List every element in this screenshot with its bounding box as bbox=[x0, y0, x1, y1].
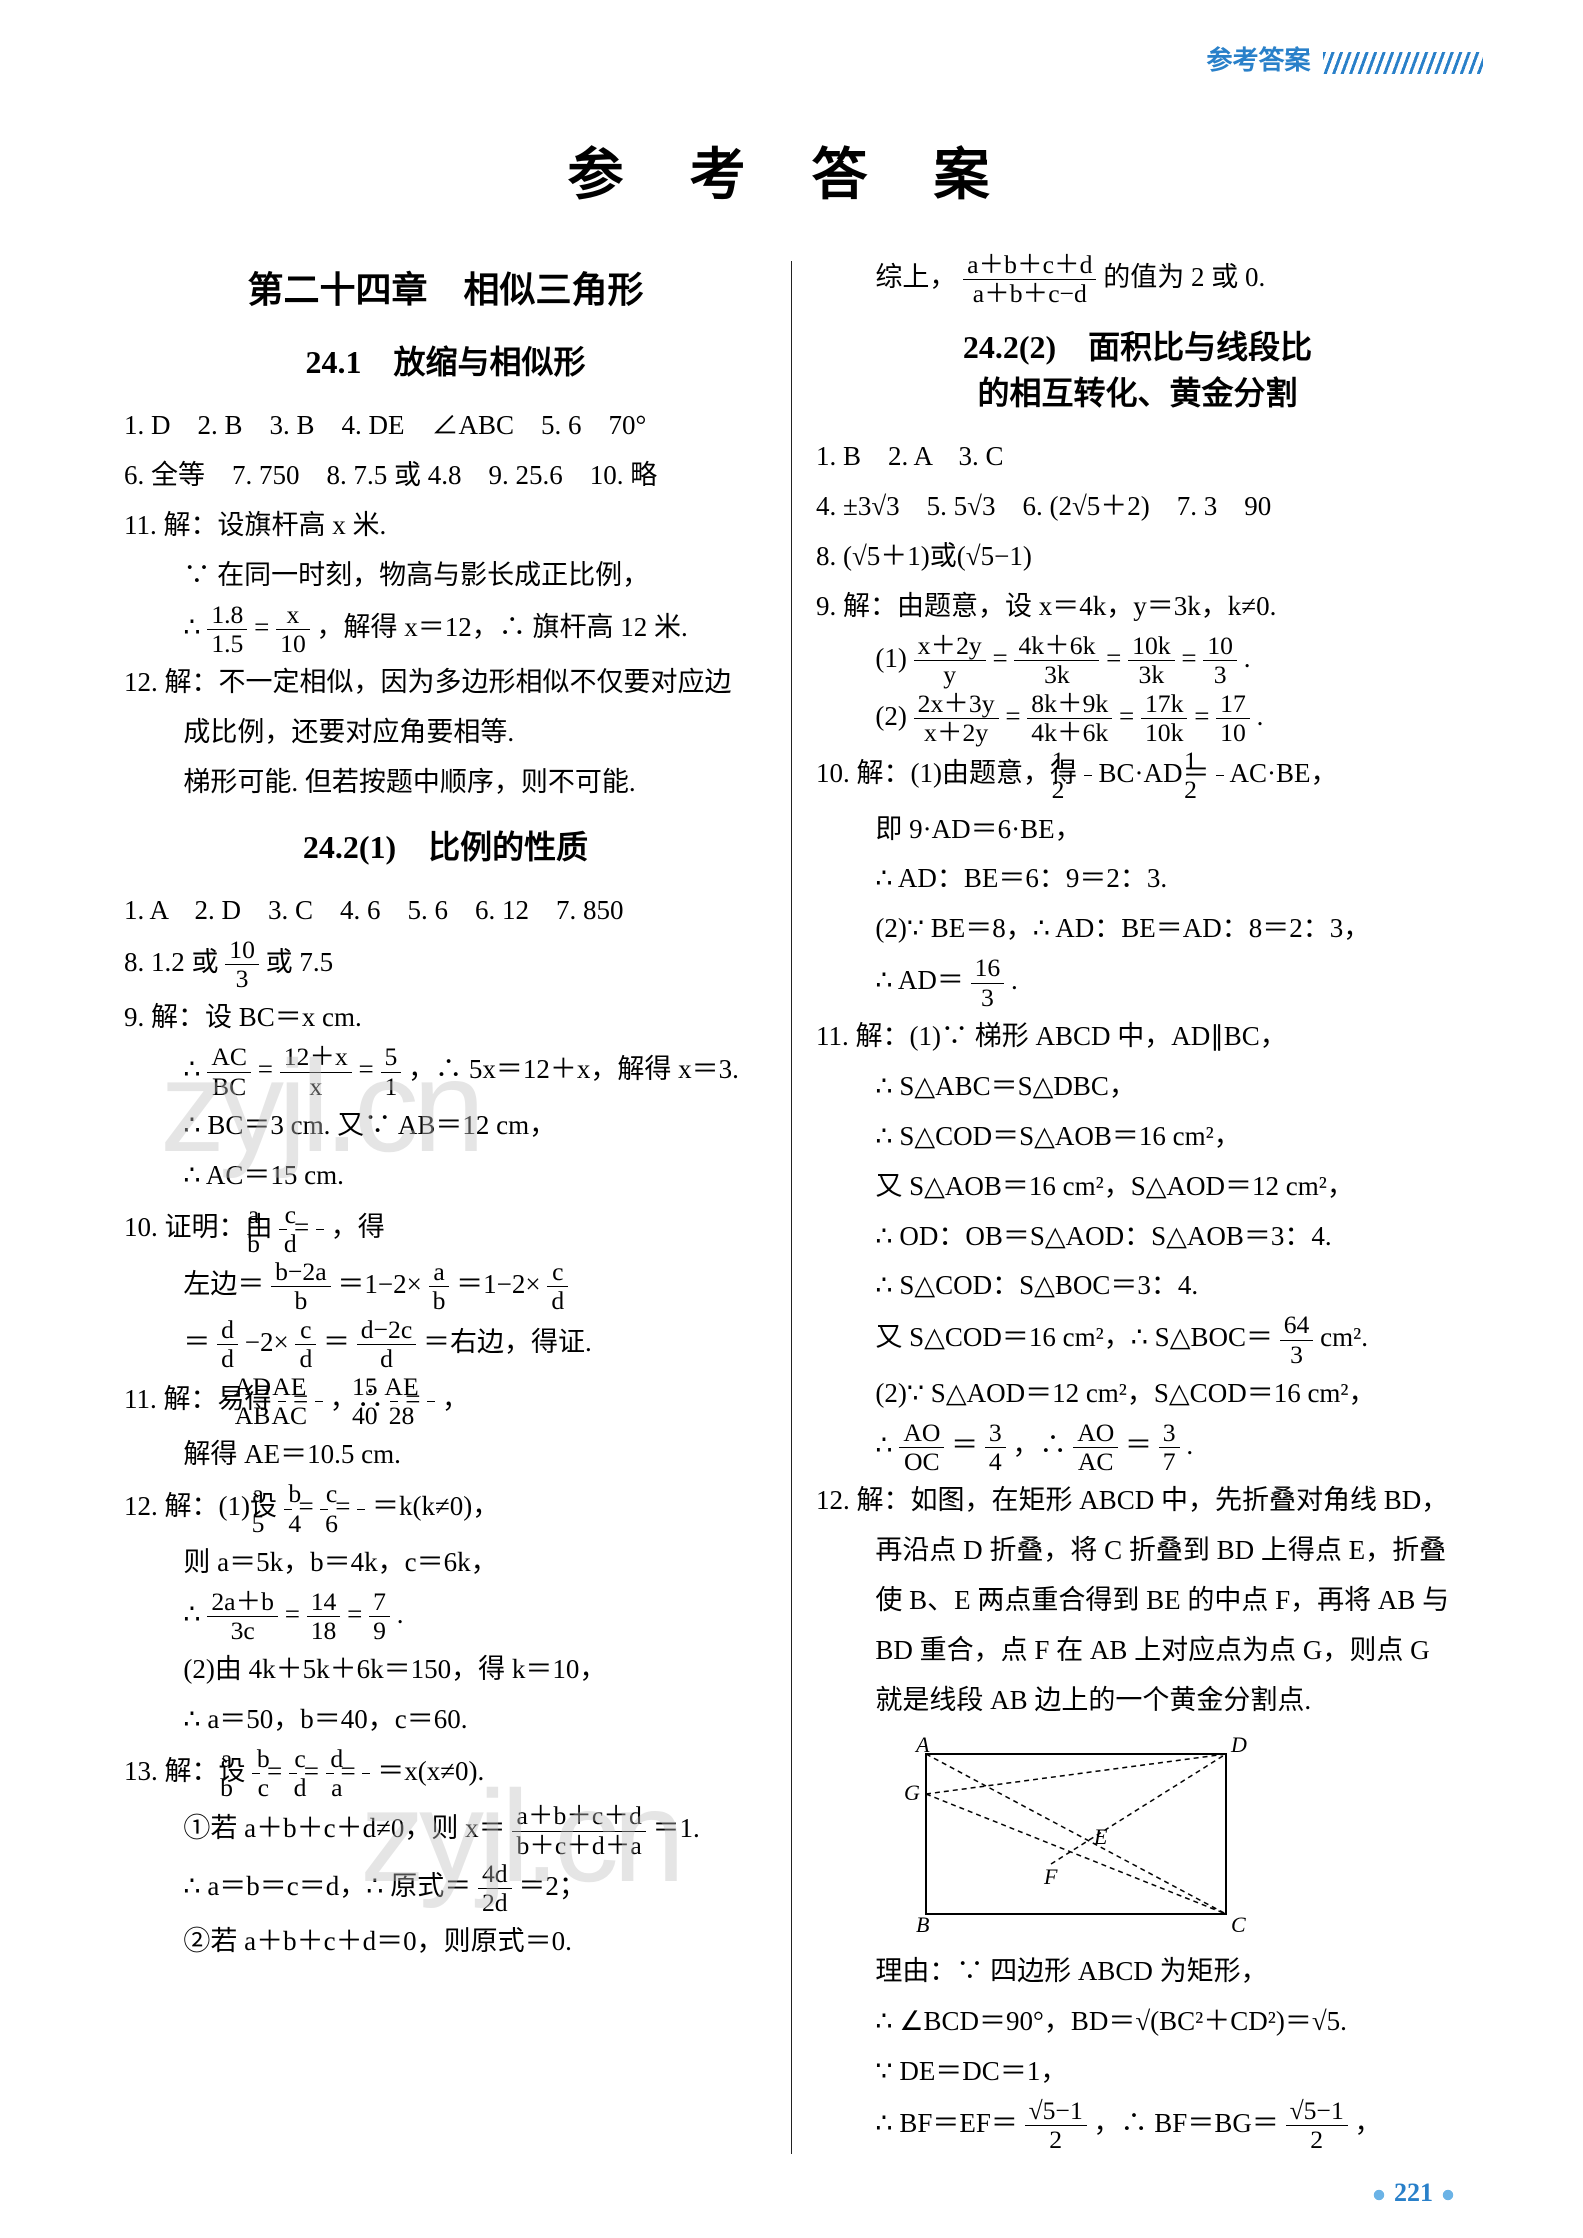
q10-l2: ＝ dd −2× cd ＝ d−2cd ＝右边，得证. bbox=[124, 1316, 767, 1373]
q10-l1: 左边＝ b−2ab ＝1−2× ab ＝1−2× cd bbox=[124, 1258, 767, 1315]
section-24-2-1: 24.2(1) 比例的性质 bbox=[124, 822, 767, 868]
q11b-head: 11. 解：易得 ADAB = AEAC ，∴ 1540 = AE28 ， bbox=[124, 1373, 767, 1430]
rq11-head: 11. 解：(1)∵ 梯形 ABCD 中，AD∥BC， bbox=[816, 1012, 1459, 1062]
rq12-l3: 使 B、E 两点重合得到 BE 的中点 F，再将 AB 与 bbox=[816, 1576, 1459, 1626]
rq11-l5: ∴ S△COD：S△BOC＝3：4. bbox=[816, 1261, 1459, 1311]
answers-row: 6. 全等 7. 750 8. 7.5 或 4.8 9. 25.6 10. 略 bbox=[124, 451, 767, 501]
rq10-l4: ∴ AD＝ 163 . bbox=[816, 954, 1459, 1011]
q11-l2: ∴ 1.81.5 = x10 ，解得 x＝12，∴ 旗杆高 12 米. bbox=[124, 601, 767, 658]
rq12-l7: ∴ ∠BCD＝90°，BD＝√(BC²＋CD²)＝√5. bbox=[816, 1997, 1459, 2047]
rq12-l9: ∴ BF＝EF＝ √5−12 ，∴ BF＝BG＝ √5−12 ， bbox=[816, 2097, 1459, 2154]
svg-text:F: F bbox=[1043, 1864, 1058, 1889]
rq11-l1: ∴ S△ABC＝S△DBC， bbox=[816, 1062, 1459, 1112]
rq12-l5: 就是线段 AB 边上的一个黄金分割点. bbox=[816, 1676, 1459, 1726]
q11-head: 11. 解：设旗杆高 x 米. bbox=[124, 501, 767, 551]
header-decoration bbox=[1323, 52, 1483, 74]
q11b-l2: 解得 AE＝10.5 cm. bbox=[124, 1430, 767, 1480]
rectangle-diagram: A D B C G E F bbox=[896, 1734, 1256, 1939]
q12-l0: 12. 解：不一定相似，因为多边形相似不仅要对应边 bbox=[124, 658, 767, 708]
section-24-2-2b: 的相互转化、黄金分割 bbox=[816, 368, 1459, 414]
q13-l2: ∴ a＝b＝c＝d，∴ 原式＝ 4d2d ＝2； bbox=[124, 1860, 767, 1917]
rq12-l6: 理由：∵ 四边形 ABCD 为矩形， bbox=[816, 1947, 1459, 1997]
rq10-l1: 即 9·AD＝6·BE， bbox=[816, 805, 1459, 855]
svg-text:G: G bbox=[904, 1780, 920, 1805]
rq10-l3: (2)∵ BE＝8，∴ AD：BE＝AD：8＝2：3， bbox=[816, 904, 1459, 954]
q12-l2: 梯形可能. 但若按题中顺序，则不可能. bbox=[124, 758, 767, 808]
section-24-1: 24.1 放缩与相似形 bbox=[124, 337, 767, 383]
q12b-l2: ∴ 2a＋b3c = 1418 = 79 . bbox=[124, 1588, 767, 1645]
rq11-l3: 又 S△AOB＝16 cm²，S△AOD＝12 cm²， bbox=[816, 1162, 1459, 1212]
svg-text:C: C bbox=[1231, 1912, 1246, 1934]
q12b-head: 12. 解：(1)设 a5 = b4 = c6 ＝k(k≠0)， bbox=[124, 1480, 767, 1537]
answers-row: 1. D 2. B 3. B 4. DE ∠ABC 5. 6 70° bbox=[124, 401, 767, 451]
answers-row: 1. A 2. D 3. C 4. 6 5. 6 6. 12 7. 850 bbox=[124, 886, 767, 936]
q9-l2: ∴ BC＝3 cm. 又∵ AB＝12 cm， bbox=[124, 1101, 767, 1151]
svg-text:D: D bbox=[1230, 1734, 1247, 1757]
q12b-l1: 则 a＝5k，b＝4k，c＝6k， bbox=[124, 1538, 767, 1588]
q13-head: 13. 解：设 ab = bc = cd = da ＝x(x≠0). bbox=[124, 1745, 767, 1802]
svg-text:A: A bbox=[914, 1734, 930, 1757]
q12b-l3: (2)由 4k＋5k＋6k＝150，得 k＝10， bbox=[124, 1645, 767, 1695]
header-label: 参考答案 bbox=[1206, 46, 1310, 75]
rq11-l4: ∴ OD：OB＝S△AOD：S△AOB＝3：4. bbox=[816, 1212, 1459, 1262]
rq11-l8: ∴ AOOC ＝ 34 ，∴ AOAC ＝ 37 . bbox=[816, 1419, 1459, 1476]
rq9-p1: (1) x＋2yy = 4k＋6k3k = 10k3k = 103 . bbox=[816, 632, 1459, 689]
q12-l1: 成比例，还要对应角要相等. bbox=[124, 708, 767, 758]
rq11-l6: 又 S△COD＝16 cm²，∴ S△BOC＝ 643 cm². bbox=[816, 1311, 1459, 1368]
q9-l3: ∴ AC＝15 cm. bbox=[124, 1151, 767, 1201]
rq12-l8: ∵ DE＝DC＝1， bbox=[816, 2047, 1459, 2097]
rq9-head: 9. 解：由题意，设 x＝4k，y＝3k，k≠0. bbox=[816, 582, 1459, 632]
left-column: 第二十四章 相似三角形 24.1 放缩与相似形 1. D 2. B 3. B 4… bbox=[100, 251, 791, 2154]
section-24-2-2a: 24.2(2) 面积比与线段比 bbox=[816, 322, 1459, 368]
rq11-l2: ∴ S△COD＝S△AOB＝16 cm²， bbox=[816, 1112, 1459, 1162]
carryover: 综上， a＋b＋c＋da＋b＋c−d 的值为 2 或 0. bbox=[816, 251, 1459, 308]
rq12-l4: BD 重合，点 F 在 AB 上对应点为点 G，则点 G bbox=[816, 1626, 1459, 1676]
rq12-l2: 再沿点 D 折叠，将 C 折叠到 BD 上得点 E，折叠 bbox=[816, 1526, 1459, 1576]
answers-row: 1. B 2. A 3. C bbox=[816, 432, 1459, 482]
right-column: 综上， a＋b＋c＋da＋b＋c−d 的值为 2 或 0. 24.2(2) 面积… bbox=[792, 251, 1483, 2154]
q13-l1: ①若 a＋b＋c＋d≠0，则 x＝ a＋b＋c＋db＋c＋d＋a ＝1. bbox=[124, 1802, 767, 1859]
rq12-l1: 12. 解：如图，在矩形 ABCD 中，先折叠对角线 BD， bbox=[816, 1476, 1459, 1526]
q4: 4. ±3√3 5. 5√3 6. (2√5＋2) 7. 3 90 bbox=[816, 482, 1459, 532]
rq10-l2: ∴ AD：BE＝6：9＝2：3. bbox=[816, 854, 1459, 904]
q8: 8. (√5＋1)或(√5−1) bbox=[816, 532, 1459, 582]
rq10-head: 10. 解：(1)由题意，得 12 BC·AD＝ 12 AC·BE， bbox=[816, 747, 1459, 804]
q10-head: 10. 证明：由 ab = cd ，得 bbox=[124, 1201, 767, 1258]
q12b-l4: ∴ a＝50，b＝40，c＝60. bbox=[124, 1695, 767, 1745]
svg-text:E: E bbox=[1093, 1824, 1108, 1849]
chapter-title: 第二十四章 相似三角形 bbox=[124, 261, 767, 313]
svg-text:B: B bbox=[916, 1912, 929, 1934]
q9-head: 9. 解：设 BC＝x cm. bbox=[124, 993, 767, 1043]
rq9-p2: (2) 2x＋3yx＋2y = 8k＋9k4k＋6k = 17k10k = 17… bbox=[816, 690, 1459, 747]
rq11-l7: (2)∵ S△AOD＝12 cm²，S△COD＝16 cm²， bbox=[816, 1369, 1459, 1419]
q13-l3: ②若 a＋b＋c＋d＝0，则原式＝0. bbox=[124, 1917, 767, 1967]
page-number: 221 bbox=[1364, 2178, 1463, 2208]
q8: 8. 1.2 或 103 或 7.5 bbox=[124, 936, 767, 993]
q9-l1: ∴ ACBC = 12＋xx = 51 ，∴ 5x＝12＋x，解得 x＝3. bbox=[124, 1043, 767, 1100]
q11-l1: ∵ 在同一时刻，物高与影长成正比例， bbox=[124, 551, 767, 601]
page-title: 参 考 答 案 bbox=[100, 130, 1483, 211]
